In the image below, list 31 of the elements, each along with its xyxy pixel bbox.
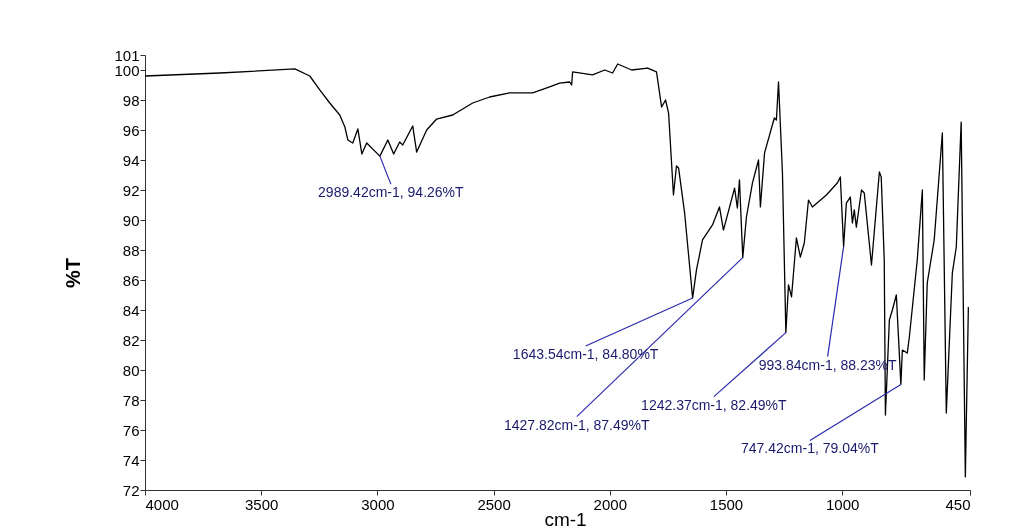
x-tick-label: 1500 [709,495,744,513]
line-series [145,63,970,478]
y-tick-label: 80 [122,361,140,379]
y-tick-label: 86 [122,271,140,289]
y-axis-title: %T [62,258,85,288]
y-tick-label: 100 [114,61,140,79]
y-tick-label: 78 [122,391,140,409]
annotation: 1427.82cm-1, 87.49%T [503,416,650,433]
y-tick-label: 94 [122,151,140,169]
x-tick-label: 3000 [361,495,395,513]
y-tick-label: 90 [122,211,140,229]
y-tick-label: 82 [122,331,140,349]
annotation: 1242.37cm-1, 82.49%T [641,396,788,413]
x-tick-label: 2000 [593,495,627,513]
x-tick-label: 1000 [826,495,860,513]
x-tick-label: 3500 [245,495,279,513]
y-tick-label: 98 [122,91,140,109]
x-axis-title: cm-1 [544,508,587,530]
y-tick-label: 101 [114,46,140,64]
y-tick-label: 84 [122,301,140,319]
x-tick-label: 2500 [477,495,511,513]
annotation: 747.42cm-1, 79.04%T [741,440,880,457]
y-tick-label: 96 [122,121,140,139]
y-tick-label: 92 [122,181,140,199]
y-tick-label: 74 [122,451,140,469]
x-tick-label: 4000 [145,495,179,513]
y-tick-label: 76 [122,421,140,439]
y-tick-label: 88 [122,241,140,259]
x-tick-label: 450 [945,495,971,513]
y-tick-label: 72 [122,481,140,499]
annotation: 2989.42cm-1, 94.26%T [318,184,465,201]
